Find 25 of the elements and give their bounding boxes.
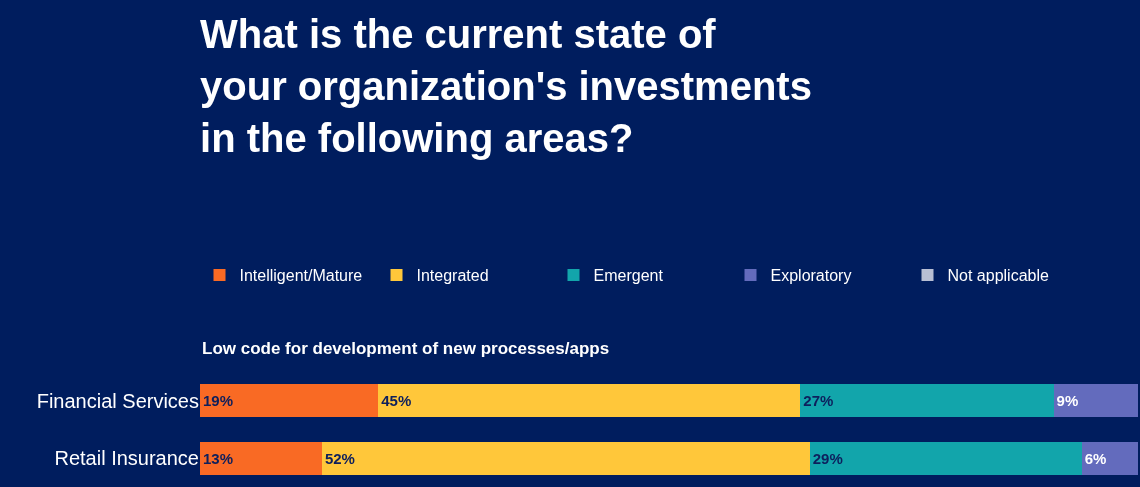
legend-label: Not applicable bbox=[947, 267, 1049, 285]
data-label: 27% bbox=[803, 392, 834, 410]
bar bbox=[200, 384, 379, 418]
data-label: 9% bbox=[1056, 392, 1079, 410]
bar bbox=[200, 441, 322, 475]
data-label: 6% bbox=[1084, 449, 1107, 467]
chart-title: What is the current state of your organization's investments in the following areas? bbox=[200, 12, 812, 160]
y-tick-label: Retail Insurance bbox=[54, 447, 199, 470]
legend-label: Integrated bbox=[416, 267, 489, 285]
data-label: 13% bbox=[203, 449, 234, 467]
bar bbox=[1081, 441, 1138, 475]
data-label: 52% bbox=[324, 449, 355, 467]
data-label: 29% bbox=[812, 449, 843, 467]
legend-label: Exploratory bbox=[770, 267, 852, 285]
bar bbox=[321, 441, 810, 475]
bar bbox=[800, 384, 1054, 418]
data-label: 19% bbox=[203, 392, 234, 410]
legend-label: Emergent bbox=[593, 267, 664, 285]
bar bbox=[809, 441, 1082, 475]
bar bbox=[1053, 384, 1138, 418]
chart-subtitle: Low code for development of new processes/apps bbox=[202, 339, 610, 358]
y-tick-label: Financial Services bbox=[36, 389, 199, 412]
data-label: 45% bbox=[381, 392, 412, 410]
bar bbox=[378, 384, 801, 418]
legend-label: Intelligent/Mature bbox=[239, 267, 363, 285]
